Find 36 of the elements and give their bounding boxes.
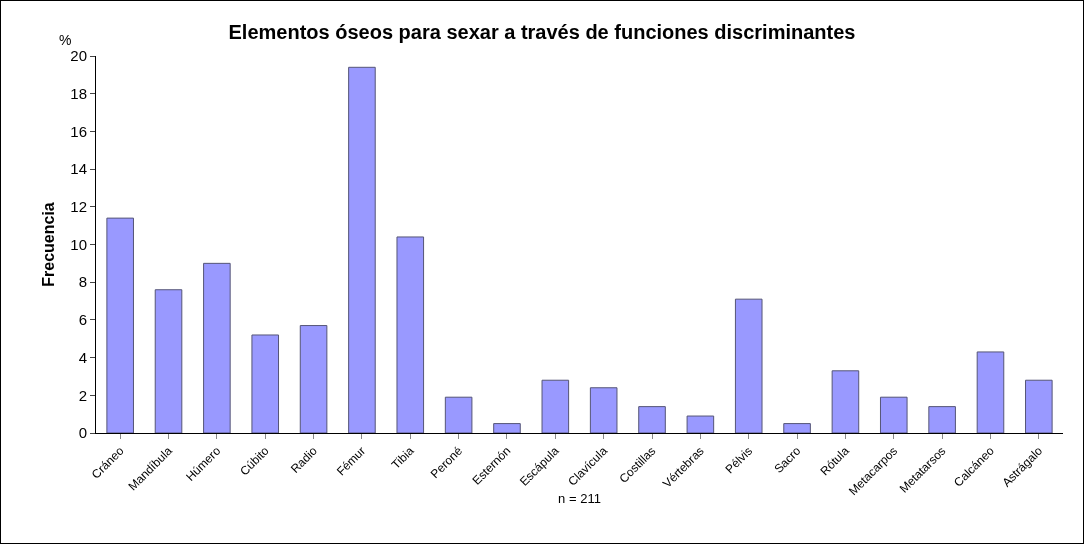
bar <box>493 423 521 433</box>
y-tick-label: 12 <box>70 198 87 216</box>
bar <box>1025 379 1053 433</box>
bar <box>638 406 666 433</box>
y-tick-label: 10 <box>70 235 87 253</box>
y-axis-title: Frecuencia <box>40 202 57 287</box>
bar <box>734 298 763 433</box>
bar <box>879 396 908 433</box>
bar <box>348 66 376 433</box>
y-tick-label: 14 <box>70 160 87 178</box>
y-tick-label: 20 <box>70 47 87 65</box>
bar <box>976 351 1005 433</box>
bar <box>686 415 715 433</box>
y-tick-label: 0 <box>78 424 87 442</box>
y-tick-label: 18 <box>70 84 87 102</box>
bar <box>928 406 956 433</box>
y-tick-label: 4 <box>78 348 87 366</box>
x-axis-title: n = 211 <box>558 490 601 506</box>
bar <box>299 325 328 433</box>
y-tick-label: 6 <box>78 311 87 329</box>
bar <box>251 334 280 433</box>
bar <box>783 423 811 433</box>
bar <box>154 289 183 433</box>
bar <box>106 217 134 433</box>
y-tick-label: 16 <box>70 122 87 140</box>
bar <box>203 262 231 433</box>
text: % <box>59 32 72 48</box>
bar <box>541 379 570 433</box>
chart-title: Elementos óseos para sexar a través de funciones discriminantes <box>228 21 856 44</box>
bar <box>589 387 618 433</box>
y-tick-label: 8 <box>78 273 87 291</box>
y-tick-label: 2 <box>78 386 87 404</box>
bar <box>444 396 473 433</box>
bar <box>396 236 425 433</box>
x-tick-label: Tibia <box>388 443 417 472</box>
bar <box>831 370 860 433</box>
